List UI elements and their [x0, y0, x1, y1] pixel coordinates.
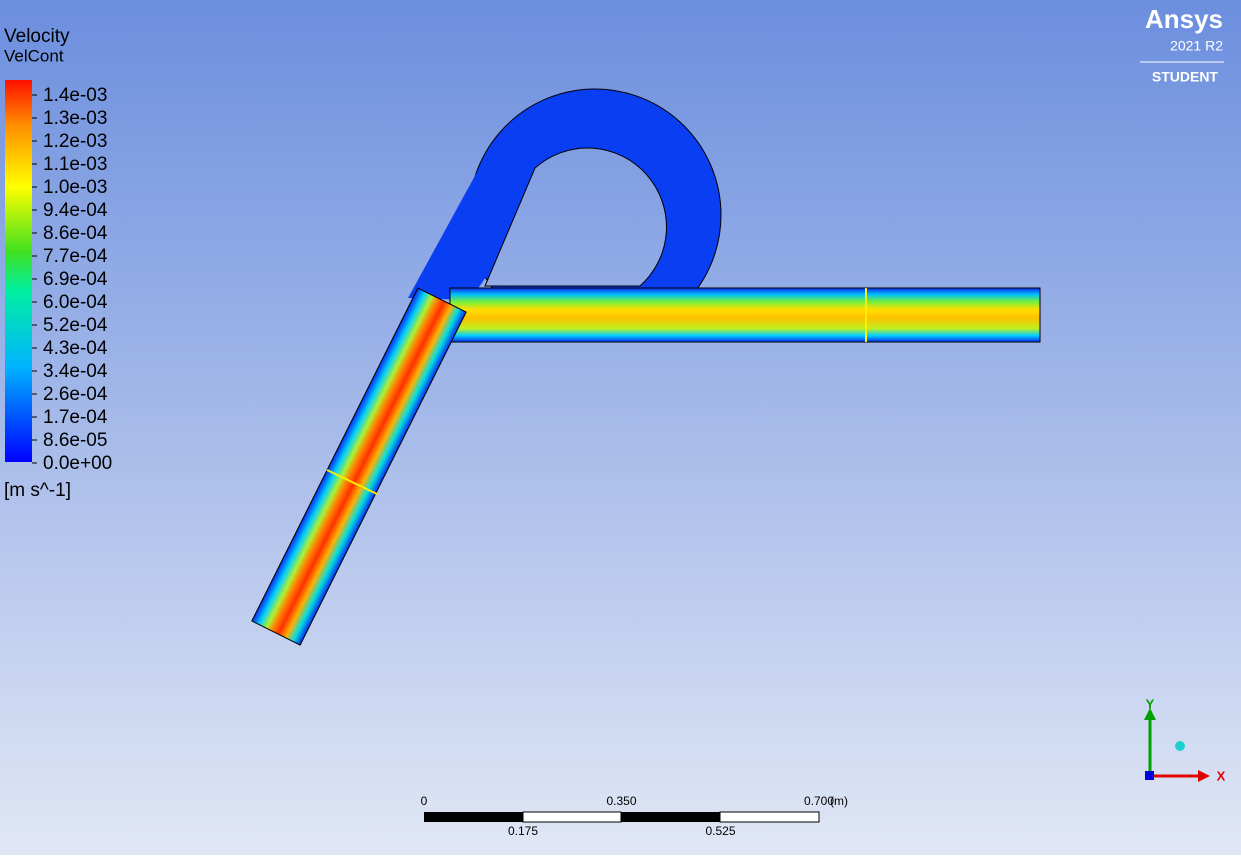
scale-top-label: 0.700 — [804, 794, 834, 808]
legend-label: 1.1e-03 — [43, 154, 107, 175]
legend-label: 1.4e-03 — [43, 85, 107, 106]
scale-top-label: 0 — [421, 794, 428, 808]
legend-label: 4.3e-04 — [43, 338, 108, 359]
legend-label: 2.6e-04 — [43, 384, 108, 405]
scale-labels: 0 0.350 0.700 0.175 0.525 — [421, 794, 835, 838]
logo-version: 2021 R2 — [1170, 38, 1223, 54]
scale-unit: (m) — [830, 794, 848, 808]
legend-label: 8.6e-05 — [43, 430, 107, 451]
legend-label: 1.7e-04 — [43, 407, 108, 428]
legend-labels: 1.4e-031.3e-031.2e-031.1e-031.0e-039.4e-… — [32, 85, 112, 474]
scale-bar — [424, 811, 820, 823]
color-bar — [5, 80, 32, 462]
legend-label: 8.6e-04 — [43, 223, 108, 244]
legend-title: Velocity — [4, 26, 70, 47]
legend-label: 7.7e-04 — [43, 246, 108, 267]
axis-triad — [1144, 708, 1210, 782]
axis-x-label: X — [1217, 768, 1226, 783]
logo-edition: STUDENT — [1152, 69, 1219, 85]
legend-label: 5.2e-04 — [43, 315, 108, 336]
legend-label: 6.0e-04 — [43, 292, 108, 313]
scale-bottom-label: 0.175 — [508, 824, 538, 838]
logo-brand: Ansys — [1145, 4, 1223, 34]
legend-label: 0.0e+00 — [43, 453, 112, 474]
legend-label: 9.4e-04 — [43, 200, 108, 221]
scale-top-label: 0.350 — [606, 794, 636, 808]
geometry — [251, 88, 1041, 646]
legend-label: 1.2e-03 — [43, 131, 107, 152]
legend-unit: [m s^-1] — [4, 480, 71, 501]
legend-label: 1.3e-03 — [43, 108, 107, 129]
axis-y-label: Y — [1146, 696, 1155, 711]
legend-label: 1.0e-03 — [43, 177, 107, 198]
scale-bottom-label: 0.525 — [705, 824, 735, 838]
legend-variable: VelCont — [4, 46, 64, 65]
legend-label: 6.9e-04 — [43, 269, 108, 290]
legend-label: 3.4e-04 — [43, 361, 108, 382]
